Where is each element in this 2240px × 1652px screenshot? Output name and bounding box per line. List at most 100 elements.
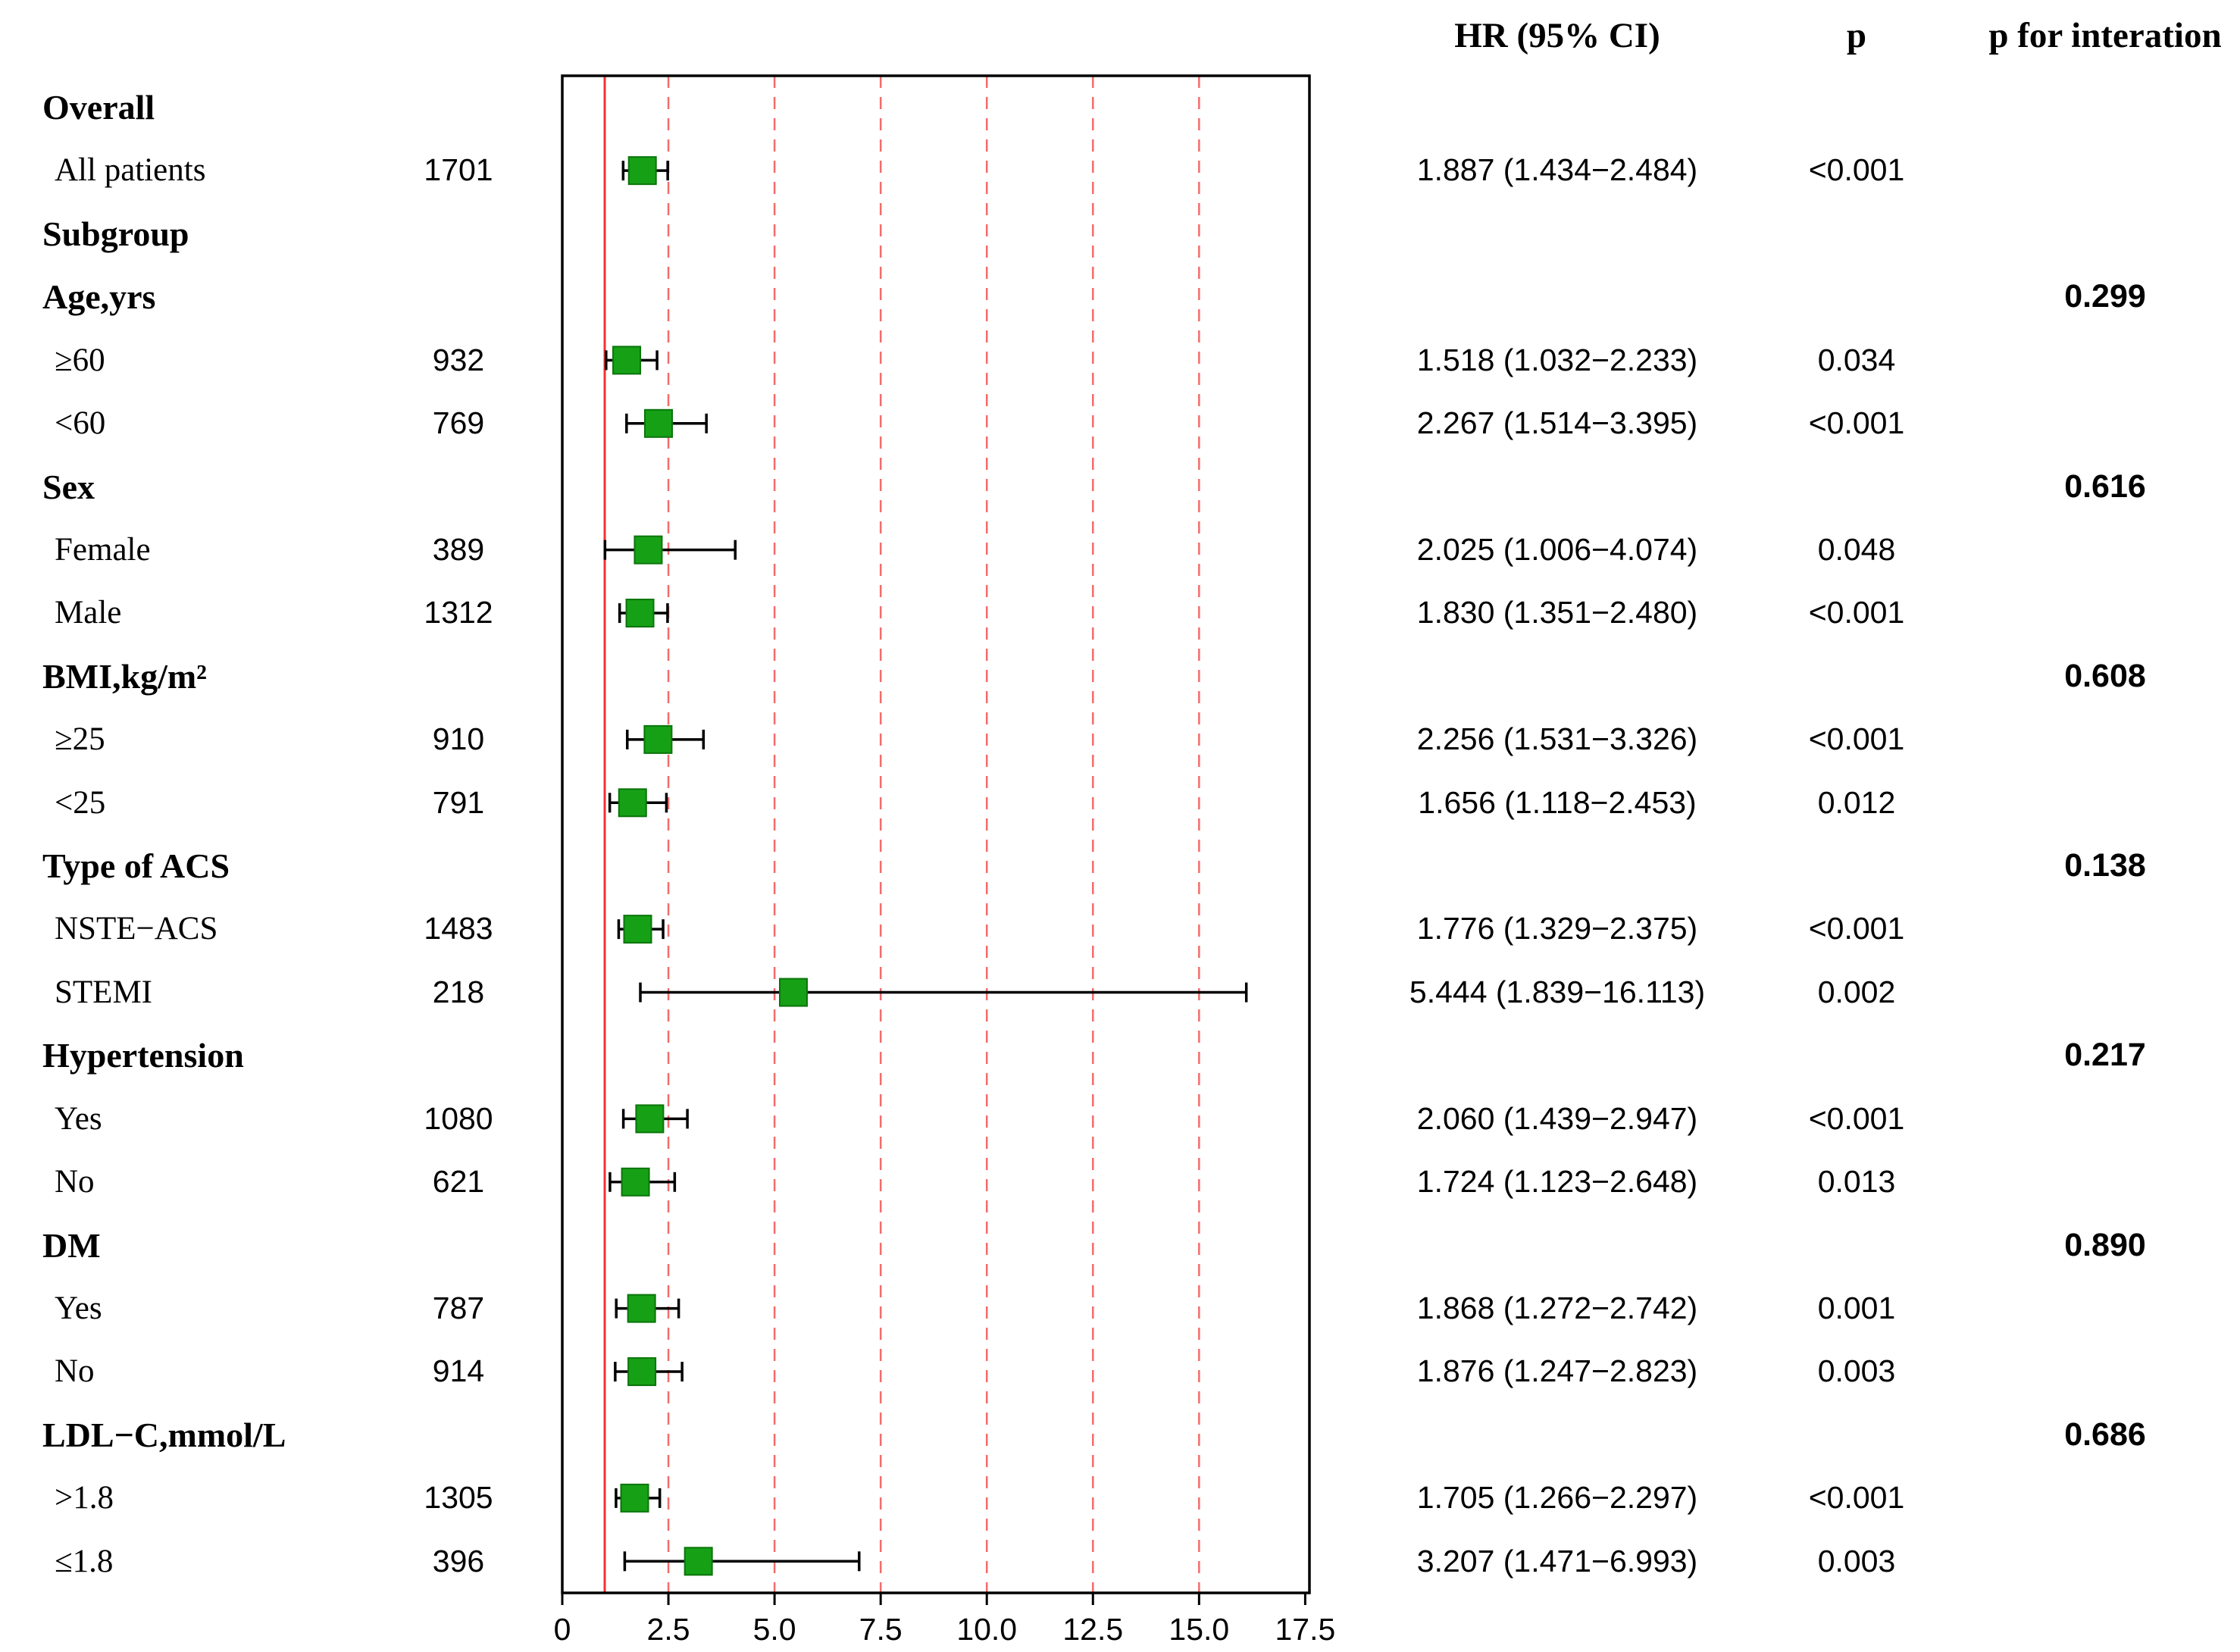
row-group-label: BMI,kg/m² — [42, 656, 207, 696]
row-p-interaction: 0.890 — [2064, 1226, 2146, 1263]
row-group-label: Hypertension — [42, 1036, 244, 1075]
row-n: 1483 — [424, 911, 493, 946]
row-label: ≤1.8 — [55, 1543, 114, 1579]
plot-box — [561, 74, 1311, 1594]
row-p-value: 0.003 — [1817, 1353, 1896, 1389]
column-header-p-interaction: p for interation — [1988, 16, 2222, 55]
row-label: >1.8 — [55, 1480, 114, 1516]
row-hr-ci: 2.267 (1.514−3.395) — [1416, 405, 1698, 441]
row-label: ≥60 — [55, 342, 105, 378]
row-p-value: <0.001 — [1808, 1100, 1905, 1136]
row-group-label: Sex — [42, 467, 95, 506]
row-n: 1312 — [424, 595, 493, 630]
row-label: ≥25 — [55, 721, 105, 758]
row-n: 932 — [432, 342, 485, 377]
point-marker — [621, 1167, 650, 1197]
point-marker — [627, 1294, 656, 1323]
row-hr-ci: 2.025 (1.006−4.074) — [1416, 531, 1698, 567]
row-hr-ci: 1.887 (1.434−2.484) — [1416, 152, 1698, 188]
row-hr-ci: 1.876 (1.247−2.823) — [1416, 1353, 1698, 1389]
row-hr-ci: 1.518 (1.032−2.233) — [1416, 342, 1698, 377]
row-n: 218 — [432, 974, 485, 1009]
point-marker — [627, 1357, 657, 1387]
axis-tick-label: 12.5 — [1062, 1612, 1123, 1647]
row-p-value: <0.001 — [1808, 405, 1905, 441]
row-label: <60 — [55, 405, 106, 442]
point-marker — [627, 156, 657, 186]
row-p-value: <0.001 — [1808, 595, 1905, 630]
row-label: Female — [55, 531, 151, 568]
point-marker — [612, 346, 642, 375]
row-p-value: 0.002 — [1817, 974, 1896, 1009]
row-label: No — [55, 1164, 95, 1200]
row-group-label: LDL−C,mmol/L — [42, 1415, 286, 1454]
row-p-value: 0.003 — [1817, 1543, 1896, 1578]
row-p-value: <0.001 — [1808, 911, 1905, 946]
row-hr-ci: 1.724 (1.123−2.648) — [1416, 1164, 1698, 1200]
row-p-value: 0.048 — [1817, 531, 1896, 567]
row-n: 914 — [432, 1353, 485, 1389]
row-group-label: DM — [42, 1225, 101, 1265]
row-n: 621 — [432, 1164, 485, 1200]
row-hr-ci: 3.207 (1.471−6.993) — [1416, 1543, 1698, 1578]
row-p-value: 0.013 — [1817, 1164, 1896, 1200]
row-group-label: Subgroup — [42, 214, 189, 253]
row-label: Yes — [55, 1100, 102, 1137]
row-n: 791 — [432, 784, 485, 820]
axis-tick-label: 10.0 — [956, 1612, 1017, 1647]
axis-tick-label: 7.5 — [859, 1612, 903, 1647]
axis-tick-label: 2.5 — [647, 1612, 690, 1647]
row-hr-ci: 1.868 (1.272−2.742) — [1416, 1290, 1698, 1325]
axis-tick-label: 0 — [554, 1612, 571, 1647]
column-header-hr: HR (95% CI) — [1454, 16, 1660, 55]
row-p-value: 0.034 — [1817, 342, 1896, 377]
point-marker — [644, 408, 674, 438]
row-n: 1080 — [424, 1100, 493, 1136]
point-marker — [634, 535, 663, 565]
row-p-value: 0.012 — [1817, 784, 1896, 820]
point-marker — [635, 1104, 665, 1134]
row-p-value: <0.001 — [1808, 152, 1905, 188]
row-p-interaction: 0.608 — [2064, 657, 2146, 694]
row-hr-ci: 5.444 (1.839−16.113) — [1409, 974, 1706, 1009]
point-marker — [625, 599, 655, 628]
point-marker — [618, 788, 647, 818]
row-label: <25 — [55, 784, 106, 821]
row-group-label: Age,yrs — [42, 277, 156, 317]
row-group-label: Type of ACS — [42, 846, 230, 885]
row-p-interaction: 0.138 — [2064, 847, 2146, 884]
point-marker — [620, 1483, 649, 1513]
row-n: 396 — [432, 1543, 485, 1578]
row-n: 389 — [432, 531, 485, 567]
row-label: Male — [55, 595, 122, 631]
row-hr-ci: 1.705 (1.266−2.297) — [1416, 1480, 1698, 1516]
row-hr-ci: 1.656 (1.118−2.453) — [1418, 784, 1697, 820]
row-hr-ci: 2.060 (1.439−2.947) — [1416, 1100, 1698, 1136]
row-label: NSTE−ACS — [55, 911, 218, 947]
row-n: 1701 — [424, 152, 493, 188]
axis-tick-label: 15.0 — [1168, 1612, 1229, 1647]
row-p-value: <0.001 — [1808, 721, 1905, 757]
row-hr-ci: 1.776 (1.329−2.375) — [1416, 911, 1698, 946]
row-hr-ci: 2.256 (1.531−3.326) — [1416, 721, 1698, 757]
row-p-value: <0.001 — [1808, 1480, 1905, 1516]
point-marker — [684, 1547, 713, 1576]
row-p-interaction: 0.686 — [2064, 1416, 2146, 1453]
row-group-label: Overall — [42, 88, 155, 127]
row-hr-ci: 1.830 (1.351−2.480) — [1416, 595, 1698, 630]
row-p-value: 0.001 — [1817, 1290, 1896, 1325]
axis-tick-label: 17.5 — [1275, 1612, 1335, 1647]
point-marker — [623, 915, 652, 944]
row-label: Yes — [55, 1290, 102, 1326]
row-label: No — [55, 1353, 95, 1390]
row-p-interaction: 0.616 — [2064, 468, 2146, 505]
row-n: 787 — [432, 1290, 485, 1325]
point-marker — [643, 724, 673, 754]
row-label: STEMI — [55, 974, 152, 1010]
row-n: 910 — [432, 721, 485, 757]
axis-tick-label: 5.0 — [753, 1612, 796, 1647]
row-p-interaction: 0.217 — [2064, 1037, 2146, 1074]
row-n: 769 — [432, 405, 485, 441]
